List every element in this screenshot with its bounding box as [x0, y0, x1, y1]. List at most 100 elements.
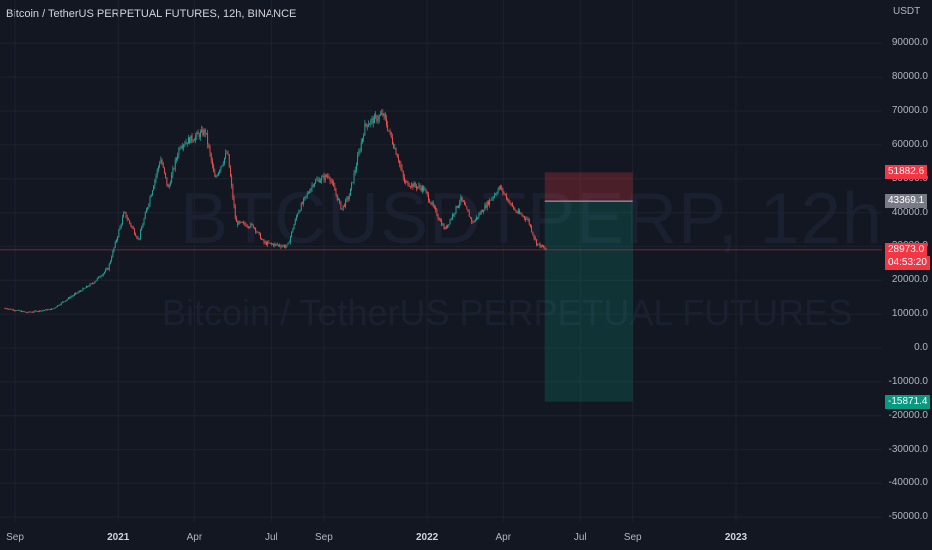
candle-body — [251, 223, 253, 225]
candle-body — [229, 167, 231, 177]
candle-body — [307, 192, 309, 194]
candle-body — [355, 165, 357, 171]
candle-body — [115, 240, 117, 242]
time-tick-label: Sep — [6, 532, 24, 543]
candle-body — [156, 169, 158, 176]
candle-body — [484, 205, 486, 211]
candle-body — [97, 276, 99, 279]
candle-body — [287, 242, 289, 245]
candle-body — [526, 218, 528, 220]
target-price-tag: -15871.4 — [885, 394, 931, 409]
price-tick-label: 0.0 — [914, 342, 928, 353]
candle-body — [276, 244, 278, 245]
candle-body — [418, 185, 420, 187]
candle-body — [522, 215, 524, 217]
time-tick-label: 2021 — [107, 532, 130, 543]
candle-body — [127, 219, 129, 221]
candle-body — [45, 309, 47, 311]
candle-body — [509, 202, 511, 204]
candle-body — [204, 129, 206, 134]
candle-body — [221, 165, 223, 167]
candle-body — [515, 210, 517, 213]
candle-body — [187, 137, 189, 144]
candle-body — [313, 183, 315, 186]
candle-body — [123, 212, 125, 218]
candle-body — [397, 157, 399, 161]
candle-body — [442, 224, 444, 226]
candle-body — [424, 189, 426, 191]
time-tick-label: Apr — [495, 532, 512, 543]
candle-body — [441, 220, 443, 226]
candle-body — [55, 306, 57, 308]
candle-body — [168, 184, 170, 188]
candle-body — [52, 308, 54, 310]
candle-body — [135, 233, 137, 237]
candle-body — [382, 112, 384, 116]
candle-body — [162, 164, 164, 168]
time-tick-label: Jul — [573, 532, 587, 543]
candle-body — [58, 305, 60, 307]
candle-body — [65, 300, 67, 302]
candle-body — [514, 209, 516, 211]
candle-body — [51, 308, 53, 310]
candle-body — [480, 210, 482, 214]
candle-body — [29, 311, 31, 313]
candle-body — [459, 202, 461, 206]
candle-body — [53, 307, 55, 309]
candle-body — [336, 194, 338, 200]
candle-body — [129, 220, 131, 224]
candle-body — [275, 243, 277, 245]
candle-body — [148, 203, 150, 208]
price-axis[interactable]: 90000.080000.070000.060000.050000.040000… — [882, 0, 932, 550]
candle-body — [81, 290, 83, 292]
candle-body — [491, 198, 493, 201]
candle-body — [28, 311, 30, 313]
candle-body — [118, 230, 120, 237]
candle-body — [126, 217, 128, 220]
candle-body — [42, 310, 44, 312]
candle-body — [264, 242, 266, 244]
candle-body — [311, 185, 313, 189]
candle-body — [231, 176, 233, 186]
candle-body — [495, 194, 497, 196]
candle-body — [262, 239, 264, 240]
candle-body — [370, 119, 372, 124]
candle-body — [208, 144, 210, 148]
candle-body — [203, 129, 205, 136]
time-tick-label: 2022 — [415, 532, 439, 543]
candle-body — [197, 132, 199, 135]
candle-body — [391, 137, 393, 144]
candle-body — [357, 155, 359, 166]
candle-body — [19, 310, 21, 312]
candle-body — [75, 292, 77, 294]
candle-body — [322, 175, 324, 178]
candle-body — [305, 195, 307, 197]
candle-body — [113, 247, 115, 251]
candle-body — [294, 219, 296, 225]
candle-body — [189, 137, 191, 144]
candle-body — [171, 174, 173, 184]
candle-body — [24, 311, 26, 313]
candle-body — [119, 226, 121, 231]
candle-body — [367, 124, 369, 127]
candle-body — [280, 246, 282, 247]
candle-body — [299, 210, 301, 212]
candle-body — [222, 163, 224, 166]
candle-body — [417, 186, 419, 189]
candle-body — [273, 244, 275, 246]
candle-body — [420, 187, 422, 191]
candle-body — [40, 310, 42, 312]
candle-body — [244, 222, 246, 225]
candle-body — [237, 221, 239, 225]
candle-body — [57, 305, 59, 307]
candle-body — [234, 206, 236, 219]
candle-body — [520, 213, 522, 215]
candle-body — [301, 203, 303, 205]
candle-body — [477, 217, 479, 218]
candle-body — [16, 310, 18, 312]
candle-body — [373, 115, 375, 124]
candle-body — [429, 200, 431, 203]
candle-body — [77, 292, 79, 294]
candle-body — [138, 238, 140, 239]
